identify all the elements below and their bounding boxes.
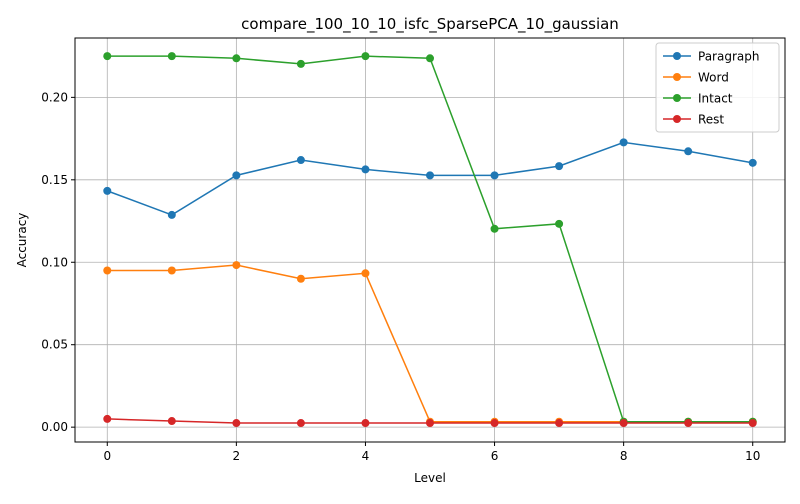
legend-swatch-marker (673, 73, 681, 81)
data-point-word (296, 274, 305, 283)
series-group (103, 52, 757, 428)
y-axis-label: Accuracy (15, 213, 29, 268)
data-point-rest (167, 417, 176, 426)
data-point-rest (555, 419, 564, 428)
y-tick-label: 0.15 (41, 173, 68, 187)
data-point-word (361, 269, 370, 278)
series-word (103, 261, 757, 426)
data-point-paragraph (490, 171, 499, 180)
legend-label: Intact (698, 92, 733, 106)
data-point-word (103, 266, 112, 275)
legend-item-intact: Intact (663, 92, 733, 106)
data-point-rest (103, 414, 112, 423)
legend-box (655, 42, 780, 133)
y-tick-label: 0.00 (41, 420, 68, 434)
series-paragraph (103, 138, 757, 219)
chart-title: compare_100_10_10_isfc_SparsePCA_10_gaus… (241, 15, 619, 34)
data-point-paragraph (103, 186, 112, 195)
data-point-paragraph (232, 171, 241, 180)
data-point-rest (296, 419, 305, 428)
legend-label: Rest (698, 113, 724, 127)
data-point-rest (619, 419, 628, 428)
data-point-paragraph (296, 156, 305, 165)
data-point-paragraph (684, 147, 693, 156)
x-tick-label: 0 (103, 449, 111, 463)
data-point-paragraph (555, 162, 564, 171)
data-point-intact (361, 52, 370, 61)
data-point-word (167, 266, 176, 275)
data-point-rest (361, 419, 370, 428)
x-tick-label: 6 (491, 449, 499, 463)
data-point-intact (167, 52, 176, 61)
legend: Paragraph Word Intact Rest (655, 42, 780, 133)
x-tick-label: 10 (745, 449, 760, 463)
legend-item-rest: Rest (663, 113, 724, 127)
axes: 0 2 4 6 8 10 0.00 0.05 0.10 0.15 0.20 (41, 90, 760, 463)
data-point-paragraph (619, 138, 628, 147)
data-point-intact (426, 54, 434, 63)
data-point-paragraph (167, 210, 176, 219)
data-point-rest (426, 419, 434, 428)
data-point-paragraph (748, 158, 757, 167)
y-tick-label: 0.05 (41, 338, 68, 352)
plot-frame (74, 37, 786, 443)
series-rest (103, 414, 757, 428)
data-point-rest (748, 419, 757, 428)
legend-item-word: Word (663, 71, 729, 85)
data-point-intact (232, 54, 241, 63)
data-point-rest (684, 419, 693, 428)
legend-swatch-marker (673, 52, 681, 60)
data-point-paragraph (361, 165, 370, 174)
legend-label: Word (698, 71, 729, 85)
legend-item-paragraph: Paragraph (663, 50, 759, 64)
legend-swatch-marker (673, 115, 681, 123)
data-point-intact (296, 59, 305, 68)
data-point-word (232, 261, 241, 270)
legend-swatch-marker (673, 94, 681, 102)
x-tick-label: 8 (620, 449, 628, 463)
data-point-rest (232, 419, 241, 428)
data-point-rest (490, 419, 499, 428)
x-tick-label: 2 (233, 449, 241, 463)
y-tick-label: 0.20 (41, 90, 68, 104)
x-tick-label: 4 (362, 449, 370, 463)
x-axis-label: Level (414, 471, 446, 485)
data-point-intact (490, 224, 499, 233)
data-point-intact (103, 52, 112, 61)
y-tick-label: 0.10 (41, 255, 68, 269)
series-line-word (107, 264, 753, 423)
data-point-paragraph (426, 171, 434, 180)
data-point-intact (555, 219, 564, 228)
legend-label: Paragraph (698, 50, 759, 64)
